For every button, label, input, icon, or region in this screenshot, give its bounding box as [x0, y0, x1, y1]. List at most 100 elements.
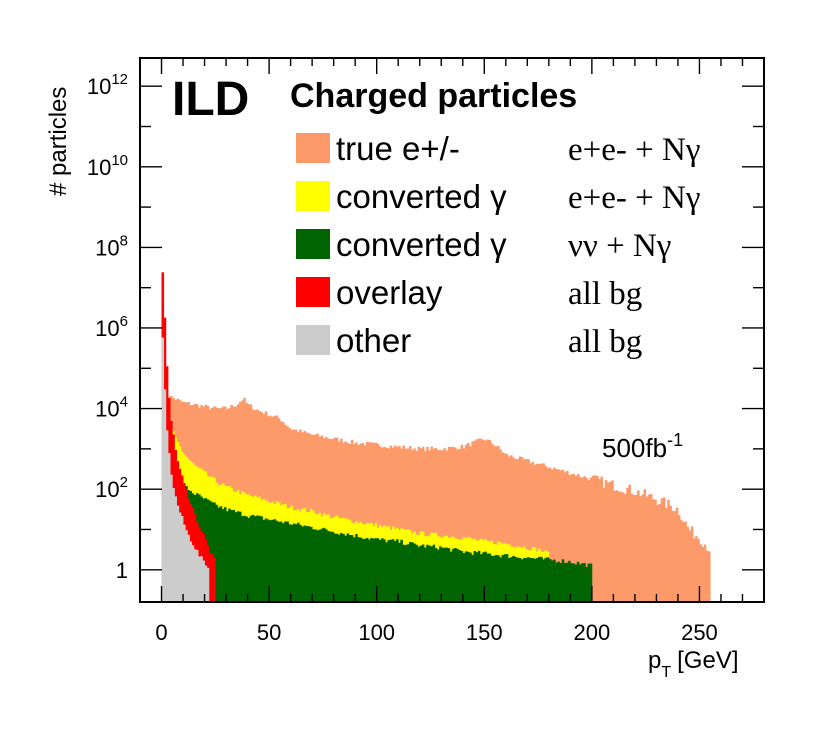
bar-conv_nunu-132 [445, 547, 449, 602]
plot-frame [139, 57, 765, 603]
bar-conv_nunu-118 [415, 544, 418, 602]
y-tick-exp-1: 2 [120, 474, 128, 491]
y-tick-base-4: 10 [95, 235, 119, 260]
bar-true_e-107 [391, 447, 395, 602]
bar-true_e-233 [662, 497, 666, 602]
bar-true_e-109 [396, 446, 399, 602]
bar-conv_nunu-180 [548, 559, 552, 602]
bar-true_e-194 [578, 476, 582, 602]
bar-true_e-138 [458, 449, 462, 602]
y-tick-base-1: 10 [95, 477, 119, 502]
bar-conv_nunu-99 [374, 538, 378, 602]
bar-conv_nunu-70 [312, 529, 315, 602]
bar-conv_nunu-108 [393, 540, 397, 602]
bar-true_e-131 [443, 448, 446, 602]
bar-conv_nunu-50 [269, 520, 272, 602]
bar-conv_nunu-27 [219, 506, 223, 602]
bar-conv_nunu-123 [426, 544, 429, 602]
y-tick-base-5: 10 [87, 155, 111, 180]
bar-true_e-206 [604, 480, 608, 602]
bar-conv_nunu-199 [589, 563, 593, 602]
bar-true_e-93 [361, 443, 365, 602]
bar-conv_nunu-83 [340, 533, 343, 602]
bar-true_e-174 [535, 463, 539, 602]
bar-true_e-150 [484, 440, 487, 602]
bar-true_e-209 [611, 480, 614, 602]
bar-conv_nunu-80 [333, 533, 337, 602]
bar-true_e-176 [540, 463, 543, 602]
bar-other-16 [195, 550, 199, 602]
bar-conv_nunu-42 [251, 514, 255, 602]
bar-true_e-219 [632, 495, 636, 602]
bar-conv_nunu-82 [337, 534, 341, 602]
bar-conv_nunu-142 [467, 551, 470, 602]
bar-true_e-170 [527, 459, 530, 602]
bar-true_e-210 [613, 490, 616, 602]
bar-true_e-127 [434, 448, 438, 602]
bar-conv_nunu-159 [503, 554, 507, 602]
bar-conv_nunu-23 [211, 502, 214, 602]
bar-conv_nunu-69 [309, 526, 313, 602]
bar-true_e-123 [426, 446, 429, 602]
bar-conv_nunu-29 [223, 507, 227, 602]
bar-conv_nunu-135 [452, 548, 455, 602]
bar-other-9 [180, 516, 184, 602]
bar-true_e-158 [501, 452, 505, 602]
bar-true_e-120 [419, 448, 423, 602]
x-axis-subscript: T [661, 664, 671, 681]
bar-true_e-108 [393, 445, 397, 602]
bar-conv_nunu-22 [208, 500, 212, 602]
bar-true_e-148 [479, 438, 483, 602]
bar-true_e-246 [690, 526, 694, 602]
legend-swatch-4 [296, 325, 330, 355]
bar-conv_nunu-158 [501, 555, 505, 602]
bar-conv_nunu-196 [583, 563, 586, 602]
bar-conv_nunu-160 [505, 554, 509, 602]
bar-true_e-184 [557, 469, 560, 602]
bar-conv_nunu-182 [553, 559, 556, 602]
x-tick-label-250: 250 [681, 620, 718, 645]
bar-conv_nunu-184 [557, 561, 560, 602]
bar-conv_nunu-84 [342, 533, 345, 602]
bar-other-3 [167, 453, 171, 602]
bar-true_e-122 [424, 451, 427, 602]
bar-conv_nunu-193 [576, 561, 580, 602]
bar-other-6 [174, 496, 177, 602]
bar-true_e-224 [643, 489, 647, 602]
bar-conv_nunu-163 [512, 555, 515, 602]
bar-conv_nunu-55 [279, 521, 283, 602]
bar-true_e-196 [583, 476, 586, 602]
bar-true_e-239 [675, 507, 679, 602]
bar-conv_nunu-93 [361, 538, 365, 602]
bar-conv_nunu-124 [428, 545, 431, 602]
bar-true_e-232 [660, 498, 664, 602]
bar-true_e-160 [505, 454, 509, 602]
bar-conv_nunu-113 [404, 544, 408, 602]
bar-true_e-140 [462, 448, 466, 602]
bar-true_e-226 [647, 494, 651, 602]
bar-true_e-197 [585, 477, 588, 602]
bar-conv_nunu-121 [421, 544, 425, 602]
bar-true_e-166 [518, 456, 522, 602]
bar-true_e-151 [486, 439, 489, 602]
bar-true_e-130 [441, 450, 444, 602]
bar-conv_nunu-36 [238, 511, 242, 602]
bar-true_e-191 [572, 473, 576, 602]
bar-true_e-113 [404, 448, 408, 602]
bar-conv_nunu-153 [490, 555, 494, 602]
bar-conv_nunu-187 [563, 563, 567, 602]
bar-conv_nunu-53 [275, 520, 279, 602]
bar-true_e-134 [449, 447, 453, 602]
bar-true_e-243 [684, 521, 687, 602]
bar-true_e-220 [634, 494, 638, 602]
bar-conv_nunu-65 [301, 526, 304, 602]
bar-conv_nunu-136 [454, 547, 457, 602]
bar-conv_nunu-181 [550, 560, 554, 602]
bar-true_e-236 [669, 505, 672, 602]
bar-conv_nunu-68 [307, 526, 311, 602]
bar-conv_nunu-38 [243, 515, 246, 602]
bar-conv_nunu-148 [479, 554, 483, 602]
bar-true_e-231 [658, 503, 662, 602]
bar-conv_nunu-74 [320, 528, 324, 602]
